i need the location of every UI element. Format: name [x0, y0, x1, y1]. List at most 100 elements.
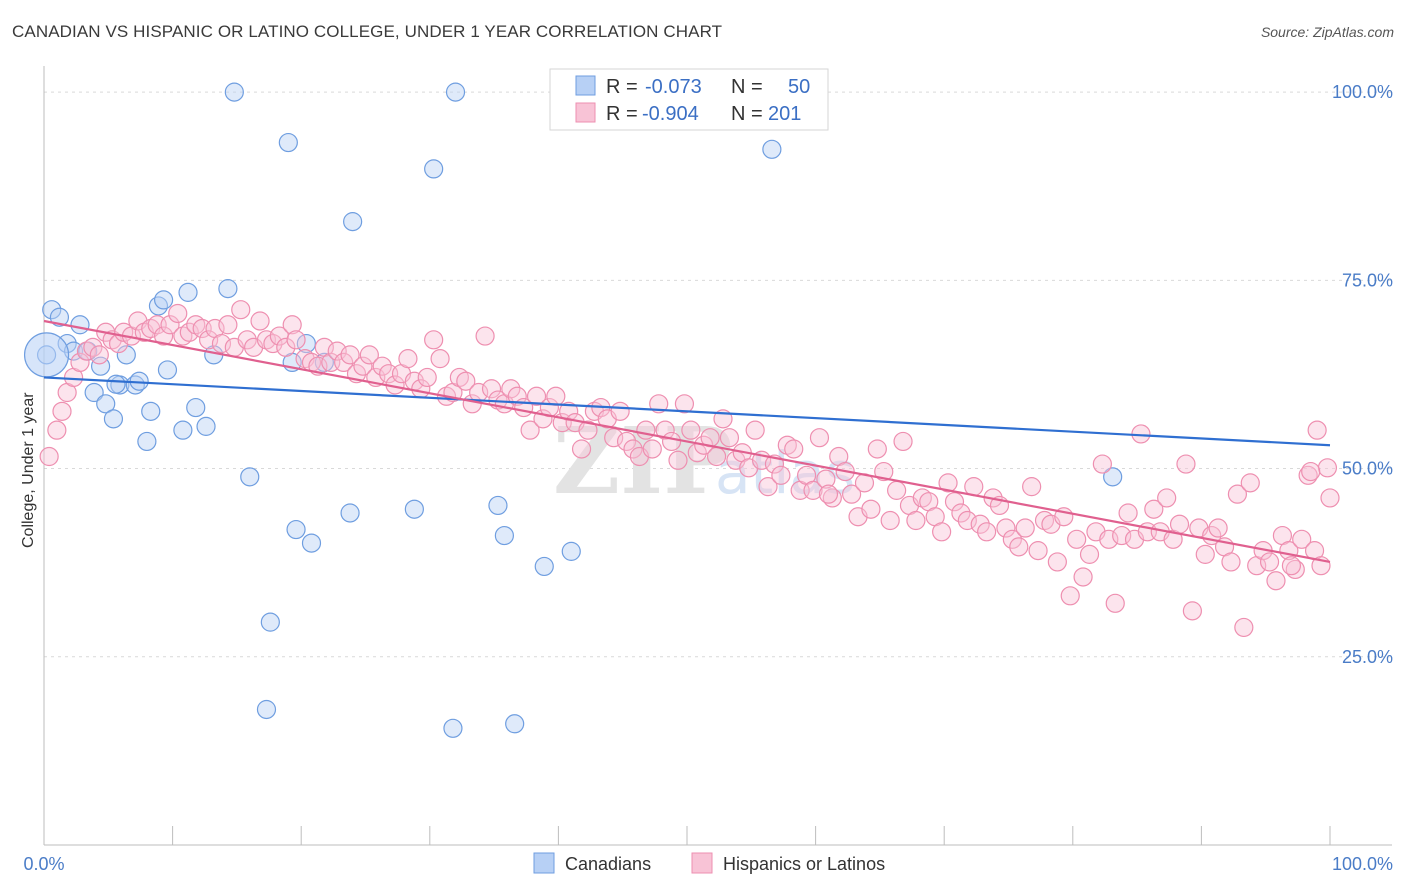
hispanic-point [970, 514, 990, 534]
hispanic-point [1292, 529, 1312, 549]
legend-n-value-1: 50 [788, 76, 810, 98]
hispanic-point [867, 439, 887, 459]
hispanic-point [1067, 529, 1087, 549]
hispanic-point [430, 349, 450, 369]
hispanic-point [818, 484, 839, 504]
hispanic-point [655, 420, 675, 440]
canadians-point [256, 699, 277, 720]
y-tick-label-50: 50.0% [1342, 459, 1393, 479]
hispanic-point [1002, 529, 1022, 549]
hispanic-point [218, 315, 238, 335]
canadians-point [404, 499, 424, 519]
canadians-trend-line [43, 376, 1331, 447]
canadians-point [296, 333, 316, 354]
hispanic-point [578, 420, 598, 440]
series-legend-label-hispanic: Hispanics or Latinos [723, 854, 885, 874]
canadians-point [424, 159, 444, 179]
canadians-point [343, 212, 363, 232]
canadians-point [141, 401, 161, 421]
hispanic-point [706, 446, 727, 467]
hispanic-point [353, 356, 373, 376]
canadians-point [494, 525, 514, 546]
trend-lines [43, 319, 1331, 563]
hispanic-point [636, 420, 656, 440]
hispanic-point [932, 522, 952, 542]
hispanic-point [282, 315, 302, 335]
canadians-points [23, 82, 1123, 738]
x-tick-label-max: 100.0% [1332, 854, 1393, 874]
hispanic-point [880, 510, 900, 531]
canadians-point [445, 82, 466, 102]
hispanic-point [674, 394, 695, 414]
y-tick-label-100: 100.0% [1332, 82, 1393, 102]
hispanic-point [1195, 544, 1215, 564]
canadians-point [240, 467, 260, 487]
hispanic-point [526, 386, 547, 406]
hispanic-point [1227, 484, 1248, 504]
canadians-point [224, 82, 244, 102]
hispanic-point [1182, 601, 1202, 621]
canadians-point [106, 374, 126, 394]
series-legend-swatch-hispanic [691, 852, 713, 874]
canadians-point [49, 307, 70, 327]
hispanic-point [887, 480, 907, 500]
canadians-point [218, 279, 238, 299]
hispanic-point [1281, 556, 1302, 576]
grid-lines [44, 91, 1392, 658]
hispanic-point [1317, 458, 1338, 478]
hispanic-point [286, 330, 306, 350]
stats-legend: R = -0.073 N = 50 R = -0.904 N = 201 [549, 68, 829, 131]
hispanic-point [809, 428, 830, 448]
hispanic-point [1112, 525, 1132, 546]
canadians-point [340, 503, 360, 523]
hispanic-point [70, 352, 90, 373]
hispanic-point [771, 465, 791, 485]
hispanic-point [610, 401, 630, 421]
canadians-point [137, 431, 157, 452]
canadians-point [260, 612, 280, 632]
canadians-point [84, 382, 104, 403]
hispanic-point [1240, 473, 1260, 493]
hispanic-point [153, 326, 174, 346]
hispanic-point [1099, 529, 1119, 549]
canadians-point [505, 714, 525, 734]
hispanic-point [1073, 567, 1093, 587]
series-legend-label-canadians: Canadians [565, 854, 651, 874]
watermark-zip: ZIP [553, 407, 732, 515]
hispanic-point [661, 431, 682, 452]
legend-r-label-1: R = [606, 76, 638, 98]
canadians-point [186, 397, 206, 418]
hispanic-point [211, 333, 232, 354]
hispanic-point [681, 420, 701, 440]
canadians-point [196, 416, 216, 436]
hispanic-trend-line [43, 319, 1331, 563]
hispanic-point [957, 510, 977, 531]
hispanic-point [1105, 593, 1125, 613]
hispanic-point [340, 345, 360, 365]
hispanic-point [874, 461, 894, 482]
hispanic-points [39, 300, 1340, 638]
canadians-point [488, 495, 508, 516]
hispanic-point [47, 420, 67, 440]
canadians-point [153, 290, 174, 310]
hispanic-point [168, 303, 188, 324]
legend-r-label-2: R = [606, 103, 638, 125]
series-legend: Canadians Hispanics or Latinos [533, 852, 885, 874]
hispanic-point [475, 326, 495, 346]
hispanic-point [1208, 518, 1228, 538]
y-tick-label-75: 75.0% [1342, 270, 1393, 290]
hispanic-point [456, 371, 476, 391]
hispanic-point [424, 330, 444, 350]
hispanic-point [1015, 518, 1035, 538]
hispanic-point [481, 379, 502, 399]
hispanic-point [784, 439, 804, 459]
legend-n-label-2: N = [731, 103, 763, 125]
hispanic-point [745, 420, 765, 440]
hispanic-point [1009, 537, 1029, 557]
hispanic-point [1157, 488, 1177, 508]
hispanic-point [616, 431, 637, 452]
axes [43, 66, 1392, 846]
hispanic-point [507, 386, 527, 406]
hispanic-point [758, 477, 778, 497]
